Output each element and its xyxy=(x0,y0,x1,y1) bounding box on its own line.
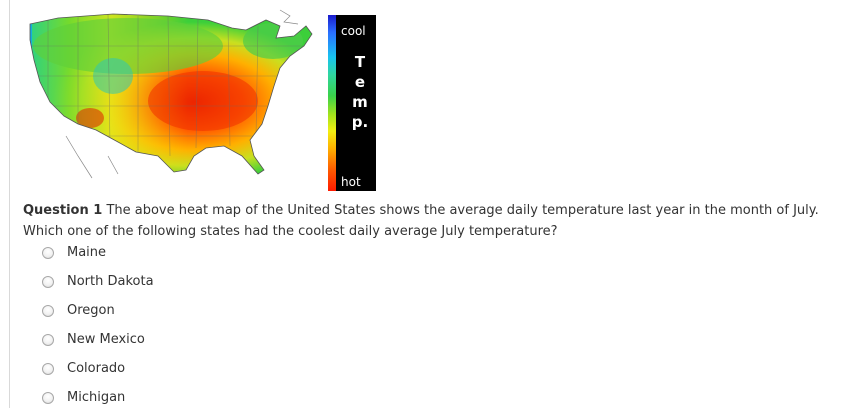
legend-color-scale xyxy=(328,15,336,191)
legend-letter: p. xyxy=(351,113,369,131)
choice-label[interactable]: Maine xyxy=(67,245,107,260)
radio-button[interactable] xyxy=(42,304,54,317)
legend-temp-letters: T e m p. xyxy=(348,52,372,132)
question-number: Question 1 xyxy=(23,203,103,218)
radio-button[interactable] xyxy=(42,246,54,259)
temperature-legend: cool T e m p. hot xyxy=(328,15,376,191)
legend-letter: T xyxy=(354,53,366,71)
choice-label[interactable]: Colorado xyxy=(67,361,126,376)
choice-maine[interactable]: Maine xyxy=(42,238,154,267)
choice-new-mexico[interactable]: New Mexico xyxy=(42,325,154,354)
choice-oregon[interactable]: Oregon xyxy=(42,296,154,325)
question-prompt: The above heat map of the United States … xyxy=(23,203,819,239)
choice-label[interactable]: New Mexico xyxy=(67,332,145,347)
legend-letter: m xyxy=(352,93,368,111)
question-text: Question 1 The above heat map of the Uni… xyxy=(23,200,843,242)
radio-button[interactable] xyxy=(42,333,54,346)
choice-label[interactable]: Michigan xyxy=(67,390,126,405)
radio-button[interactable] xyxy=(42,391,54,404)
choice-label[interactable]: North Dakota xyxy=(67,274,154,289)
radio-button[interactable] xyxy=(42,362,54,375)
choice-north-dakota[interactable]: North Dakota xyxy=(42,267,154,296)
choice-colorado[interactable]: Colorado xyxy=(42,354,154,383)
choice-michigan[interactable]: Michigan xyxy=(42,383,154,412)
legend-letter: e xyxy=(354,73,366,91)
legend-hot-label: hot xyxy=(341,175,361,189)
us-heat-map-image xyxy=(29,9,313,179)
legend-cool-label: cool xyxy=(341,24,366,38)
answer-choices: Maine North Dakota Oregon New Mexico Col… xyxy=(42,238,154,412)
content-frame-border xyxy=(9,0,10,408)
choice-label[interactable]: Oregon xyxy=(67,303,115,318)
radio-button[interactable] xyxy=(42,275,54,288)
